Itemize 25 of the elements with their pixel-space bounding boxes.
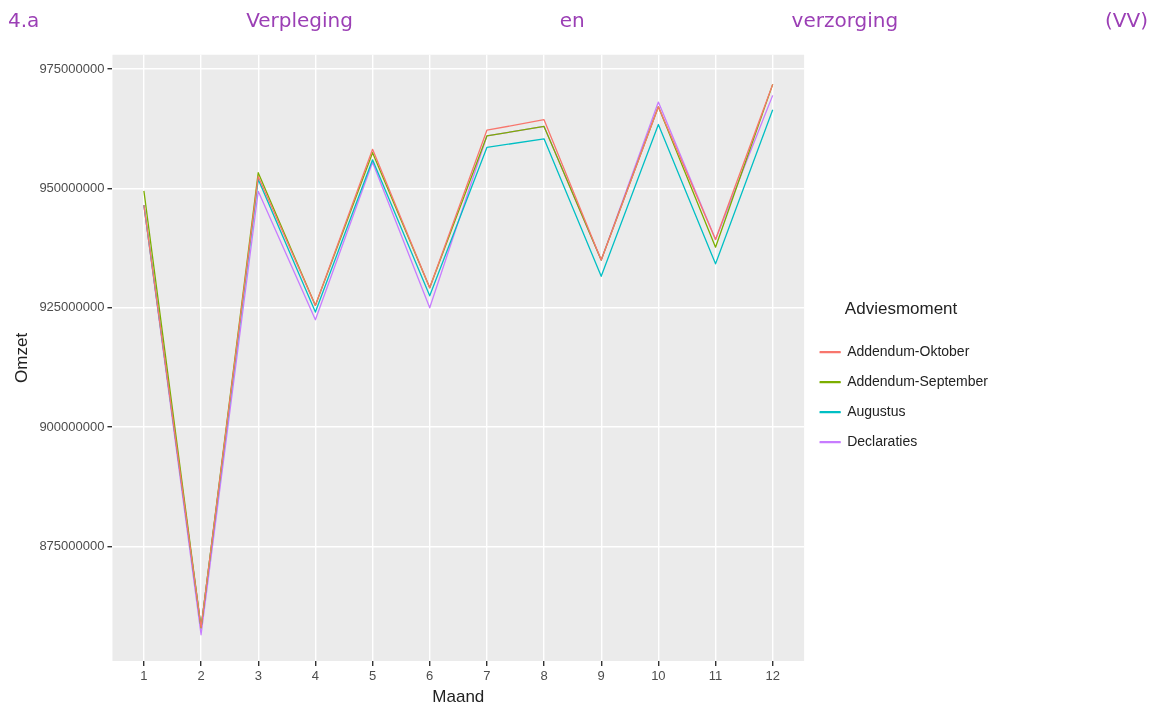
legend-label: Augustus <box>847 403 906 420</box>
x-tick-label: 2 <box>197 668 205 684</box>
x-tick-label: 6 <box>426 668 434 684</box>
x-tick-label: 9 <box>597 668 605 684</box>
legend-label: Addendum-Oktober <box>847 343 970 360</box>
x-tick-label: 4 <box>311 668 320 684</box>
y-axis-title: Omzet <box>11 332 31 383</box>
y-tick-label: 975000000 <box>39 60 105 76</box>
x-tick-label: 12 <box>765 668 780 684</box>
chart-title: 4.a Verpleging en verzorging (VV) <box>8 8 1148 34</box>
legend-label: Addendum-September <box>847 373 989 390</box>
x-tick-label: 11 <box>708 668 723 684</box>
y-tick-label: 950000000 <box>39 180 105 196</box>
y-tick-label: 875000000 <box>39 538 105 554</box>
x-tick-label: 1 <box>140 668 148 684</box>
y-tick-label: 925000000 <box>39 299 105 315</box>
legend-title: Adviesmoment <box>844 298 958 318</box>
x-tick-label: 7 <box>483 668 491 684</box>
x-tick-label: 10 <box>651 668 666 684</box>
x-tick-label: 8 <box>540 668 548 684</box>
y-tick-label: 900000000 <box>39 418 105 434</box>
legend-label: Declaraties <box>847 433 918 450</box>
x-axis-title: Maand <box>432 687 485 707</box>
x-tick-label: 3 <box>254 668 262 684</box>
x-tick-label: 5 <box>368 668 377 684</box>
